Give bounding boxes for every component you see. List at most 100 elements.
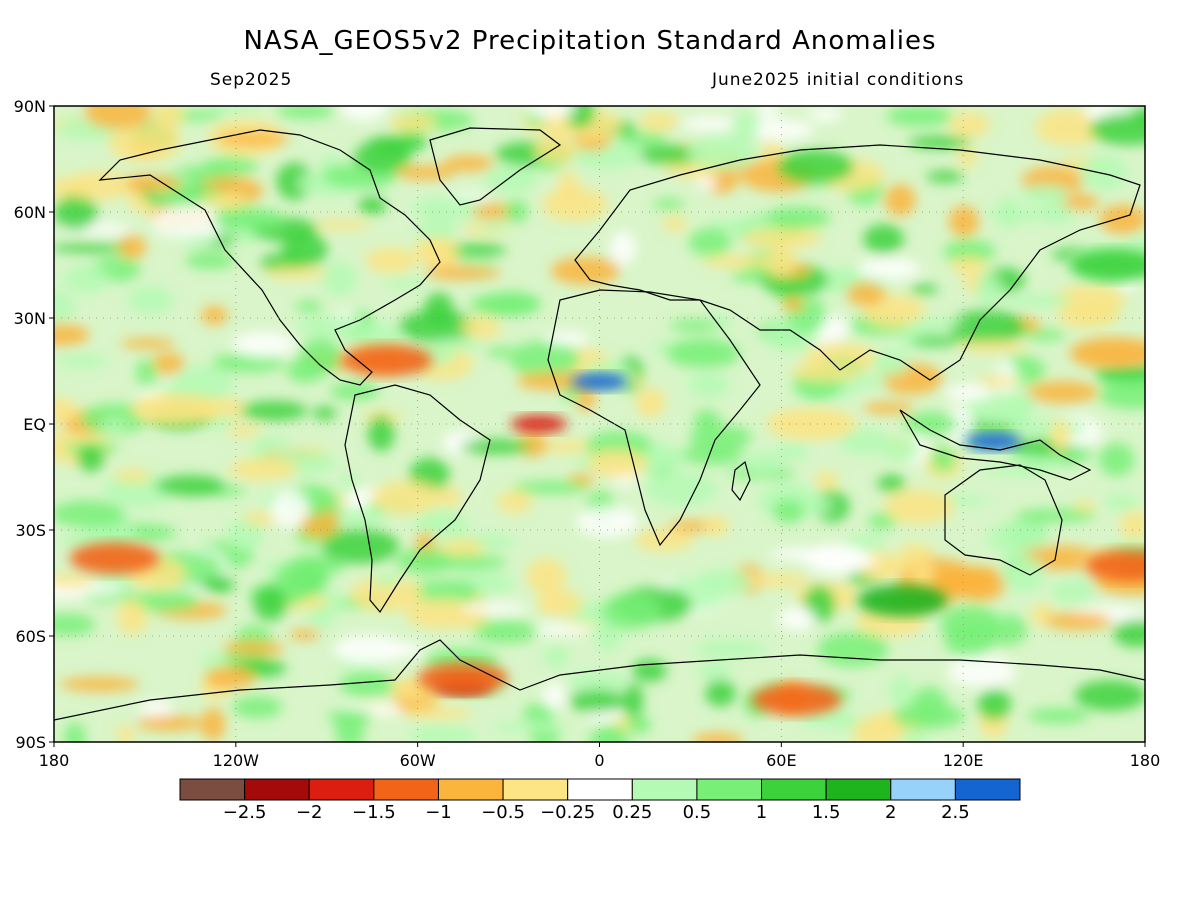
anomaly-patch <box>645 471 718 507</box>
madagascar-outline <box>731 460 751 502</box>
x-tick-label: 120W <box>213 751 260 770</box>
colorbar-swatch <box>954 778 1021 801</box>
anomaly-patch <box>513 480 590 495</box>
anomaly-patch <box>534 136 578 163</box>
anomaly-patch <box>976 376 1020 387</box>
anomaly-patch <box>698 661 731 681</box>
anomaly-region-west-pacific-dry <box>1069 337 1145 370</box>
anomaly-patch <box>405 599 481 630</box>
anomaly-patch <box>54 397 79 425</box>
anomaly-patch <box>774 443 810 461</box>
anomaly-patch <box>152 204 230 240</box>
anomaly-patch <box>116 175 183 193</box>
colorbar-label: −2.5 <box>223 802 267 823</box>
anomaly-patch <box>743 451 781 476</box>
anomaly-patch <box>54 574 94 588</box>
anomaly-region-central-pacific-dry-band <box>130 393 221 426</box>
anomaly-patch <box>460 602 528 615</box>
anomaly-patch <box>504 199 529 223</box>
anomaly-patch <box>666 338 741 369</box>
anomaly-patch <box>884 184 916 217</box>
anomaly-patch <box>544 331 590 346</box>
graticule <box>54 106 1145 742</box>
anomaly-patch <box>701 255 774 268</box>
colorbar-label: 2 <box>885 802 896 823</box>
anomaly-patch <box>461 316 501 339</box>
x-tick-label: 180 <box>39 751 70 770</box>
anomaly-patch <box>116 599 148 635</box>
africa-outline <box>547 289 761 547</box>
anomaly-patch <box>201 305 228 325</box>
anomaly-patch <box>945 383 992 402</box>
anomaly-patch <box>286 358 325 383</box>
anomaly-patch <box>768 547 847 561</box>
anomaly-patch <box>957 148 978 168</box>
colorbar-label: 1 <box>756 802 767 823</box>
y-tick-label: EQ <box>23 415 46 434</box>
anomaly-patch <box>314 219 371 231</box>
anomaly-patch <box>601 592 662 630</box>
anomaly-patch <box>333 634 405 665</box>
anomaly-patch <box>873 349 909 377</box>
anomaly-patch <box>560 385 582 401</box>
anomaly-patch <box>857 257 921 280</box>
anomaly-patch <box>509 340 579 379</box>
y-tick-label: 90N <box>14 97 46 116</box>
anomaly-patch <box>980 464 1035 476</box>
y-tick-label: 30S <box>15 521 46 540</box>
anomaly-patch <box>743 227 822 249</box>
anomaly-patch <box>387 642 423 657</box>
anomaly-patch <box>925 170 964 183</box>
anomaly-patch <box>479 220 509 232</box>
anomaly-patch <box>199 194 243 206</box>
anomaly-patch <box>63 721 86 742</box>
anomaly-patch <box>911 336 960 347</box>
anomaly-patch <box>609 230 636 266</box>
anomaly-patch <box>619 132 668 147</box>
initial-conditions-label: June2025 initial conditions <box>712 70 965 90</box>
anomaly-patch <box>355 323 404 352</box>
anomaly-patch <box>1001 555 1046 594</box>
anomaly-patch <box>1020 184 1070 203</box>
anomaly-patch <box>232 695 283 719</box>
colorbar-label: −0.25 <box>540 802 595 823</box>
y-tick-label: 60N <box>14 203 46 222</box>
anomaly-patch <box>1045 612 1112 631</box>
anomaly-patch <box>86 584 124 595</box>
anomaly-patch <box>777 606 816 631</box>
anomaly-patch <box>270 490 310 528</box>
anomaly-patch <box>216 132 290 146</box>
anomaly-patch <box>350 576 423 612</box>
colorbar-swatch <box>179 778 246 801</box>
anomaly-patch <box>212 207 285 232</box>
anomaly-patch <box>772 499 805 524</box>
anomaly-region-east-antarctic-dry <box>751 683 842 716</box>
anomaly-patch <box>909 284 939 295</box>
anomaly-patch <box>623 682 644 719</box>
anomaly-patch <box>321 260 358 297</box>
anomaly-patch <box>173 365 233 403</box>
anomaly-patch <box>930 445 957 473</box>
anomaly-patch <box>59 677 140 692</box>
anomaly-patch <box>428 554 508 570</box>
anomaly-patch <box>198 577 230 590</box>
colorbar-label: 0.25 <box>612 802 652 823</box>
anomaly-patch <box>117 234 147 260</box>
anomaly-region-caribbean-dry <box>342 344 433 377</box>
anomaly-patch <box>339 671 395 698</box>
anomaly-patch <box>705 679 736 707</box>
anomaly-patch <box>336 507 388 527</box>
anomaly-patch <box>108 124 182 162</box>
anomaly-patch <box>54 500 125 528</box>
x-tick-label: 180 <box>1130 751 1161 770</box>
anomaly-patch <box>1026 380 1099 404</box>
anomaly-patch <box>1099 204 1145 235</box>
anomaly-patch <box>312 406 337 420</box>
anomaly-patch <box>395 548 454 575</box>
anomaly-patch <box>945 406 974 442</box>
colorbar-swatch <box>373 778 439 801</box>
x-tick-label: 60E <box>766 751 796 770</box>
anomaly-patch <box>635 387 666 418</box>
chart-title: NASA_GEOS5v2 Precipitation Standard Anom… <box>243 26 937 56</box>
antarctica-outline <box>54 639 1145 721</box>
